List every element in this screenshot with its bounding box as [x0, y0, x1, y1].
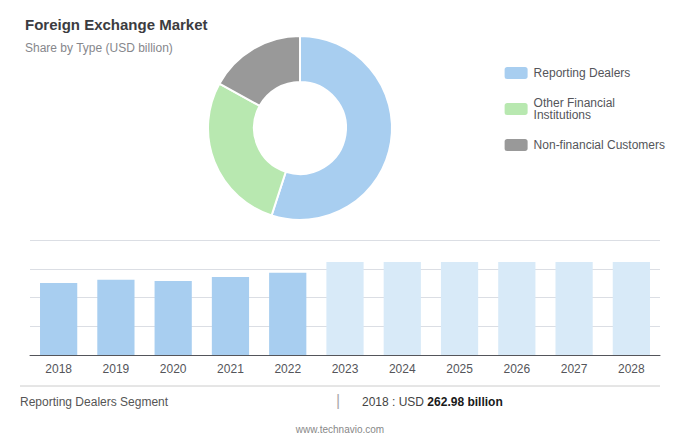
svg-text:2018 : USD: 2018 : USD — [362, 395, 427, 409]
svg-text:2018: 2018 — [45, 362, 72, 376]
svg-text:2028: 2028 — [618, 362, 645, 376]
svg-text:2026: 2026 — [503, 362, 530, 376]
svg-text:2023: 2023 — [332, 362, 359, 376]
svg-text:Other Financial: Other Financial — [533, 96, 615, 110]
svg-text:2027: 2027 — [561, 362, 588, 376]
svg-text:2025: 2025 — [446, 362, 473, 376]
svg-text:2022: 2022 — [274, 362, 301, 376]
svg-text:Reporting Dealers: Reporting Dealers — [534, 66, 631, 80]
svg-text:2019: 2019 — [103, 362, 130, 376]
svg-text:www.technavio.com: www.technavio.com — [295, 424, 384, 435]
svg-text:Institutions: Institutions — [534, 108, 591, 122]
svg-text:Share by Type (USD billion): Share by Type (USD billion) — [25, 41, 173, 55]
svg-text:Reporting Dealers Segment: Reporting Dealers Segment — [20, 395, 169, 409]
svg-text:2024: 2024 — [389, 362, 416, 376]
svg-text:2021: 2021 — [217, 362, 244, 376]
svg-text:262.98 billion: 262.98 billion — [427, 395, 502, 409]
svg-text:Foreign Exchange Market: Foreign Exchange Market — [25, 16, 208, 33]
svg-text:2020: 2020 — [160, 362, 187, 376]
svg-text:Non-financial Customers: Non-financial Customers — [534, 138, 665, 152]
svg-text:|: | — [336, 392, 340, 409]
